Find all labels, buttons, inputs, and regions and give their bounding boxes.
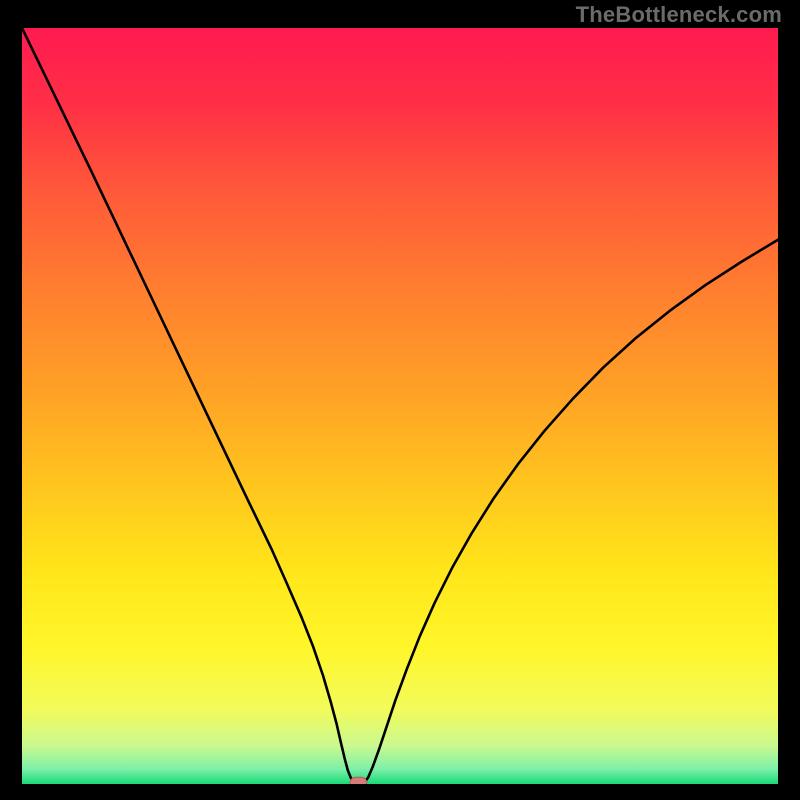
min-marker — [350, 777, 367, 784]
plot-svg — [22, 28, 778, 784]
gradient-background — [22, 28, 778, 784]
chart-frame: TheBottleneck.com — [0, 0, 800, 800]
watermark-text: TheBottleneck.com — [576, 2, 782, 28]
plot-area — [22, 28, 778, 784]
